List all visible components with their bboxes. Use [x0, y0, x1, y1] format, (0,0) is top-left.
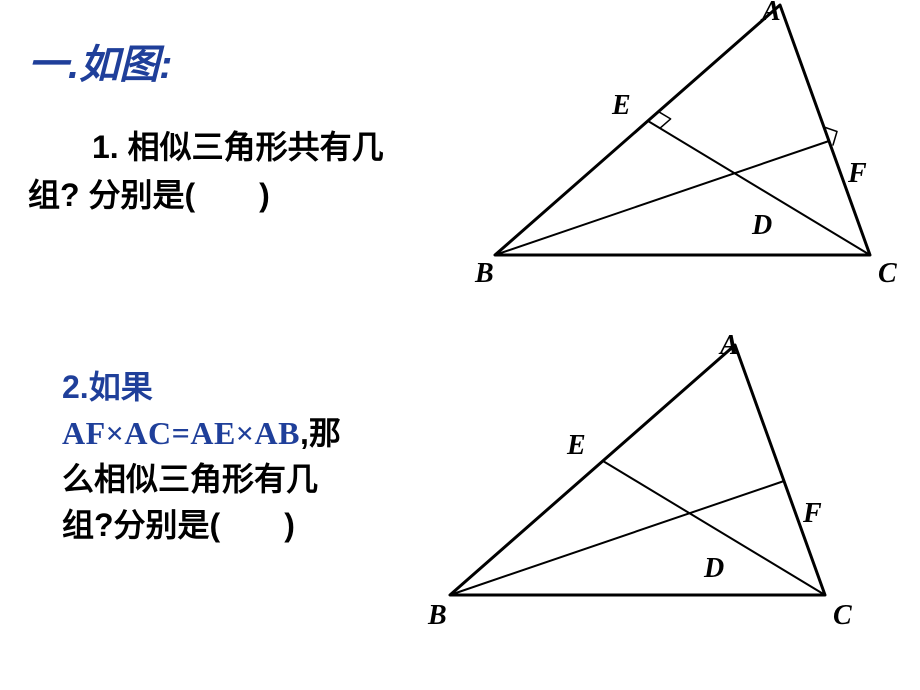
fig2-label-A: A: [720, 330, 739, 362]
fig1-label-A: A: [762, 0, 781, 28]
fig1-label-B: B: [475, 258, 494, 290]
question-2-formula: AF×AC=AE×AB: [62, 415, 300, 451]
figure-2: [430, 340, 850, 630]
fig1-label-C: C: [878, 258, 897, 290]
question-1-line2: 组? 分别是( ): [28, 170, 270, 216]
question-2-line3: 么相似三角形有几: [62, 454, 318, 500]
fig1-label-D: D: [752, 210, 772, 242]
question-2-line1: 2.如果: [62, 362, 153, 408]
fig2-label-F: F: [803, 498, 822, 530]
question-2-line2: AF×AC=AE×AB,那: [62, 408, 341, 454]
question-2-tail: ,那: [300, 415, 341, 451]
fig2-label-C: C: [833, 600, 852, 632]
fig1-label-F: F: [848, 158, 867, 190]
section-heading: 一.如图:: [28, 32, 172, 90]
figure-1: [475, 0, 895, 290]
question-1-line1: 1. 相似三角形共有几: [28, 122, 384, 168]
fig2-label-D: D: [704, 553, 724, 585]
fig1-label-E: E: [612, 90, 631, 122]
fig2-label-B: B: [428, 600, 447, 632]
fig2-label-E: E: [567, 430, 586, 462]
question-2-line4: 组?分别是( ): [62, 500, 295, 546]
